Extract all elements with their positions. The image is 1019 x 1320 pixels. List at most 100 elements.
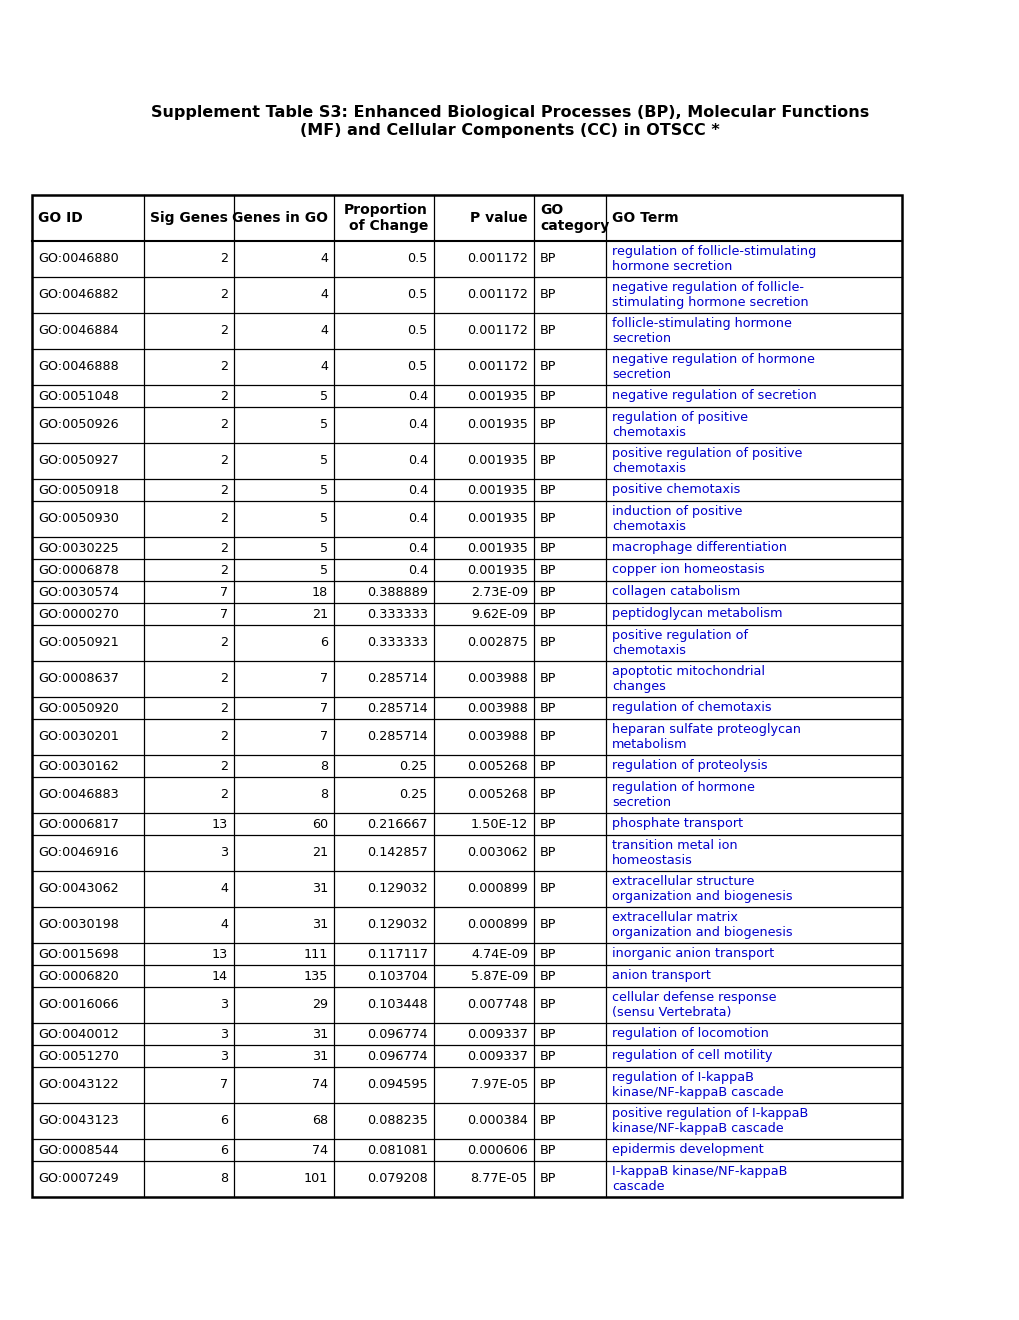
Text: negative regulation of secretion: negative regulation of secretion (611, 389, 816, 403)
Text: 0.142857: 0.142857 (367, 846, 428, 859)
Text: 0.001935: 0.001935 (467, 483, 528, 496)
Text: 0.4: 0.4 (408, 512, 428, 525)
Text: BP: BP (539, 564, 556, 577)
Text: GO:0030201: GO:0030201 (38, 730, 119, 743)
Text: 6: 6 (220, 1143, 228, 1156)
Text: 0.088235: 0.088235 (367, 1114, 428, 1127)
Text: 0.096774: 0.096774 (367, 1027, 428, 1040)
Text: 0.001935: 0.001935 (467, 564, 528, 577)
Text: 14: 14 (212, 969, 228, 982)
Text: GO:0015698: GO:0015698 (38, 948, 118, 961)
Text: 4: 4 (320, 252, 328, 265)
Text: 2: 2 (220, 672, 228, 685)
Text: Sig Genes: Sig Genes (150, 211, 228, 224)
Text: positive regulation of
chemotaxis: positive regulation of chemotaxis (611, 630, 747, 657)
Text: 135: 135 (304, 969, 328, 982)
Text: GO:0046884: GO:0046884 (38, 325, 118, 338)
Text: I-kappaB kinase/NF-kappaB
cascade: I-kappaB kinase/NF-kappaB cascade (611, 1166, 787, 1193)
Text: P value: P value (470, 211, 528, 224)
Text: 2: 2 (220, 730, 228, 743)
Text: 31: 31 (312, 919, 328, 932)
Text: 4: 4 (320, 289, 328, 301)
Text: 4: 4 (220, 883, 228, 895)
Text: GO:0030225: GO:0030225 (38, 541, 118, 554)
Text: 6: 6 (220, 1114, 228, 1127)
Text: 8: 8 (220, 1172, 228, 1185)
Text: BP: BP (539, 360, 556, 374)
Text: BP: BP (539, 541, 556, 554)
Text: BP: BP (539, 919, 556, 932)
Text: BP: BP (539, 998, 556, 1011)
Text: 5.87E-09: 5.87E-09 (471, 969, 528, 982)
Text: GO Term: GO Term (611, 211, 678, 224)
Text: 0.001935: 0.001935 (467, 389, 528, 403)
Text: 60: 60 (312, 817, 328, 830)
Text: 1.50E-12: 1.50E-12 (471, 817, 528, 830)
Text: 4.74E-09: 4.74E-09 (471, 948, 528, 961)
Text: 0.003988: 0.003988 (467, 701, 528, 714)
Text: BP: BP (539, 948, 556, 961)
Text: 2: 2 (220, 636, 228, 649)
Text: 0.005268: 0.005268 (467, 788, 528, 801)
Text: BP: BP (539, 607, 556, 620)
Text: 0.003988: 0.003988 (467, 730, 528, 743)
Text: 4: 4 (320, 360, 328, 374)
Text: regulation of positive
chemotaxis: regulation of positive chemotaxis (611, 412, 747, 438)
Text: 8.77E-05: 8.77E-05 (470, 1172, 528, 1185)
Text: 0.079208: 0.079208 (367, 1172, 428, 1185)
Text: GO:0050926: GO:0050926 (38, 418, 118, 432)
Text: 2: 2 (220, 512, 228, 525)
Text: 0.216667: 0.216667 (367, 817, 428, 830)
Text: GO:0030162: GO:0030162 (38, 759, 118, 772)
Text: regulation of I-kappaB
kinase/NF-kappaB cascade: regulation of I-kappaB kinase/NF-kappaB … (611, 1072, 783, 1098)
Text: BP: BP (539, 701, 556, 714)
Text: 2: 2 (220, 564, 228, 577)
Text: 0.5: 0.5 (408, 325, 428, 338)
Bar (32, 195, 901, 1197)
Text: GO:0050920: GO:0050920 (38, 701, 118, 714)
Text: 31: 31 (312, 883, 328, 895)
Text: 0.285714: 0.285714 (367, 672, 428, 685)
Text: 68: 68 (312, 1114, 328, 1127)
Text: regulation of follicle-stimulating
hormone secretion: regulation of follicle-stimulating hormo… (611, 246, 815, 273)
Text: 0.5: 0.5 (408, 360, 428, 374)
Text: BP: BP (539, 636, 556, 649)
Text: 5: 5 (320, 512, 328, 525)
Text: 8: 8 (320, 759, 328, 772)
Text: 5: 5 (320, 564, 328, 577)
Text: 31: 31 (312, 1049, 328, 1063)
Text: 0.000606: 0.000606 (467, 1143, 528, 1156)
Text: 5: 5 (320, 389, 328, 403)
Text: 2: 2 (220, 289, 228, 301)
Text: GO:0008544: GO:0008544 (38, 1143, 118, 1156)
Text: 2: 2 (220, 360, 228, 374)
Text: 74: 74 (312, 1143, 328, 1156)
Text: 4: 4 (320, 325, 328, 338)
Text: 0.333333: 0.333333 (367, 607, 428, 620)
Text: BP: BP (539, 1143, 556, 1156)
Text: GO:0043123: GO:0043123 (38, 1114, 118, 1127)
Text: 0.388889: 0.388889 (367, 586, 428, 598)
Text: 0.25: 0.25 (399, 788, 428, 801)
Text: 2: 2 (220, 454, 228, 467)
Text: BP: BP (539, 730, 556, 743)
Text: 5: 5 (320, 418, 328, 432)
Text: GO:0030198: GO:0030198 (38, 919, 119, 932)
Text: epidermis development: epidermis development (611, 1143, 763, 1156)
Text: GO:0051270: GO:0051270 (38, 1049, 119, 1063)
Text: 29: 29 (312, 998, 328, 1011)
Text: 0.4: 0.4 (408, 541, 428, 554)
Text: 2: 2 (220, 788, 228, 801)
Text: GO:0006820: GO:0006820 (38, 969, 118, 982)
Text: 7: 7 (220, 607, 228, 620)
Text: 2: 2 (220, 701, 228, 714)
Text: 2: 2 (220, 759, 228, 772)
Text: GO:0007249: GO:0007249 (38, 1172, 118, 1185)
Text: 0.002875: 0.002875 (467, 636, 528, 649)
Text: regulation of cell motility: regulation of cell motility (611, 1049, 771, 1063)
Text: 0.009337: 0.009337 (467, 1027, 528, 1040)
Text: GO:0046883: GO:0046883 (38, 788, 118, 801)
Text: 0.5: 0.5 (408, 289, 428, 301)
Text: 21: 21 (312, 846, 328, 859)
Text: BP: BP (539, 389, 556, 403)
